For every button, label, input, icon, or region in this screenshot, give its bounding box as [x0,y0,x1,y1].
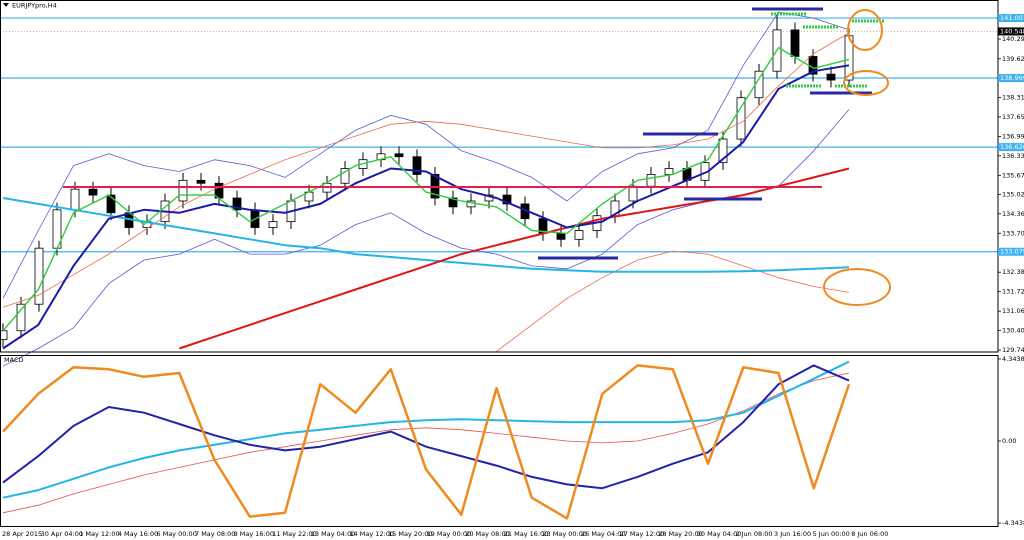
x-tick-label: 4 May 16:00 [118,530,158,538]
candle-body [556,233,566,240]
y-tick-label: 134.365 [1002,210,1024,218]
y-tick-label: 132.385 [1002,268,1024,276]
x-tick-label: 11 May 22:00 [272,530,317,538]
candle-body [736,97,746,140]
indicator-line [2,32,850,308]
price-label-box [998,27,1024,36]
level-label-box [998,14,1024,23]
y-tick-label: 136.990 [1002,132,1024,140]
x-tick-label: 1 May 12:00 [79,530,119,538]
x-tick-label: 14 May 12:00 [349,530,394,538]
x-tick-label: 19 May 00:00 [427,530,472,538]
candle-body [394,153,404,158]
indicator-line [2,11,850,299]
x-tick-label: 13 May 04:00 [311,530,356,538]
y-tick-label: 133.705 [1002,229,1024,237]
candle-body [16,303,26,332]
indicator-line [2,46,850,332]
x-tick-label: 30 May 04:00 [697,530,742,538]
y-tick-label: -4.3438 [1002,519,1024,527]
y-tick-label: 138.310 [1002,93,1024,101]
y-tick-label: 135.670 [1002,171,1024,179]
y-tick-label: 129.745 [1002,346,1024,354]
y-tick-label: 137.650 [1002,113,1024,121]
x-tick-label: 8 Jun 06:00 [851,530,888,538]
indicator-line [496,250,850,352]
x-tick-label: 23 May 00:00 [542,530,587,538]
x-tick-label: 3 Jun 16:00 [774,530,811,538]
y-tick-label: 4.3438 [1002,355,1024,363]
candle-body [196,179,206,184]
level-label: 133.079 [1000,248,1024,256]
y-tick-label: 131.065 [1002,307,1024,315]
pane-title: MACD [4,356,23,364]
y-tick-label: 135.025 [1002,190,1024,198]
candle-body [790,29,800,57]
level-label-box [998,247,1024,256]
x-tick-label: 7 May 08:00 [195,530,235,538]
x-tick-label: 21 May 16:00 [504,530,549,538]
indicator-line [2,364,851,520]
x-tick-label: 6 May 00:00 [156,530,196,538]
candle-body [628,185,638,202]
x-tick-label: 15 May 20:00 [388,530,433,538]
candle-body [412,156,422,175]
candle-body [448,197,458,208]
candle-body [268,221,278,228]
indicator-line [2,64,850,350]
y-tick-label: 131.725 [1002,288,1024,296]
level-label: 136.626 [1000,143,1024,151]
candle-body [178,179,188,202]
y-tick-label: 136.330 [1002,152,1024,160]
chart-title: EURJPYpro,H4 [12,2,57,10]
candle-body [34,247,44,305]
indicator-line [178,167,850,350]
x-tick-label: 26 May 04:00 [581,530,626,538]
candle-body [718,138,728,164]
x-tick-label: 28 May 20:00 [658,530,703,538]
candle-body [106,194,116,214]
y-tick-label: 140.290 [1002,35,1024,43]
candle-body [826,73,836,81]
y-tick-label: 0.00 [1002,437,1016,445]
price-label: 140.548 [1000,27,1024,35]
highlight-ellipse [843,70,889,96]
highlight-ellipse [847,9,883,51]
indicator-line [2,372,850,514]
indicator-line [2,197,850,273]
highlight-ellipse [823,268,891,306]
x-tick-label: 30 Apr 04:00 [41,530,83,538]
candle-body [88,188,98,196]
price-pane-border [0,0,999,353]
level-label: 141.001 [1000,14,1024,22]
x-tick-label: 2 Jun 08:00 [735,530,772,538]
candle-body [664,168,674,175]
candle-body [646,174,656,187]
x-tick-label: 5 Jun 00:00 [813,530,850,538]
indicator-line [2,360,850,499]
candle-body [70,188,80,211]
y-tick-label: 130.405 [1002,327,1024,335]
x-tick-label: 27 May 12:00 [620,530,665,538]
x-tick-label: 20 May 08:00 [465,530,510,538]
candle-body [502,194,512,205]
x-tick-label: 28 Apr 2015 [2,530,42,538]
y-tick-label: 139.620 [1002,55,1024,63]
level-label: 138.969 [1000,74,1024,82]
candle-body [232,197,242,211]
level-label-box [998,143,1024,152]
candle-body [574,230,584,240]
candle-body [0,330,8,341]
candle-body [340,168,350,184]
indicator-line [2,364,850,490]
x-tick-label: 8 May 16:00 [234,530,274,538]
level-label-box [998,74,1024,83]
menu-triangle[interactable] [3,3,9,7]
